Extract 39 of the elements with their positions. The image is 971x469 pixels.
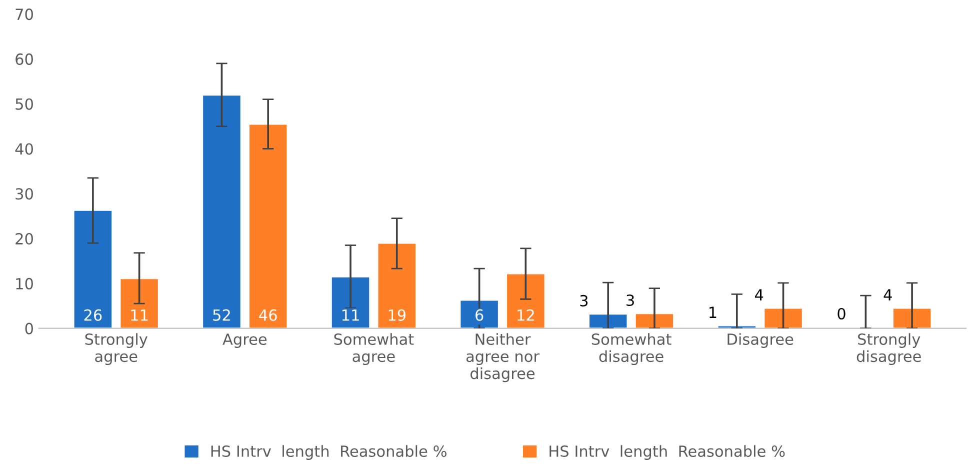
bar bbox=[763, 307, 804, 328]
data-label: 19 bbox=[388, 309, 406, 321]
bar bbox=[588, 313, 628, 328]
data-label: 46 bbox=[259, 309, 277, 321]
x-tick-label: Somewhat agree bbox=[334, 333, 414, 366]
data-label: 6 bbox=[476, 309, 484, 321]
data-label: 4 bbox=[884, 289, 892, 300]
x-tick-label: Strongly agree bbox=[85, 333, 148, 366]
data-label: 0 bbox=[838, 308, 846, 320]
x-tick-label: Neither agree nor disagree bbox=[466, 333, 540, 382]
bar bbox=[634, 312, 674, 328]
bar bbox=[72, 210, 113, 328]
y-tick-label: 40 bbox=[15, 143, 33, 155]
bar bbox=[202, 94, 242, 328]
y-tick-label: 0 bbox=[25, 322, 33, 334]
x-tick-label: Agree bbox=[222, 334, 267, 348]
legend-label: HS Intrv length Reasonable % bbox=[550, 445, 785, 460]
x-tick-label: Somewhat disagree bbox=[592, 333, 672, 366]
data-label: 11 bbox=[131, 309, 148, 321]
bar bbox=[892, 307, 932, 328]
legend-label: HS Intrv length Reasonable % bbox=[211, 445, 446, 460]
data-label: 11 bbox=[342, 309, 359, 321]
y-tick-label: 70 bbox=[16, 8, 33, 20]
data-label: 12 bbox=[518, 309, 534, 321]
data-label: 52 bbox=[213, 309, 230, 321]
data-label: 3 bbox=[580, 294, 588, 306]
data-label: 3 bbox=[626, 294, 634, 306]
y-tick-label: 50 bbox=[16, 98, 33, 110]
y-tick-label: 10 bbox=[16, 278, 33, 290]
data-label: 1 bbox=[710, 306, 716, 318]
x-tick-label: Strongly disagree bbox=[856, 333, 921, 366]
x-tick-label: Disagree bbox=[728, 333, 794, 348]
bar bbox=[248, 123, 288, 328]
y-tick-label: 60 bbox=[16, 53, 33, 65]
bar bbox=[376, 242, 417, 328]
data-label: 26 bbox=[84, 309, 102, 321]
y-tick-label: 30 bbox=[16, 188, 33, 200]
data-label: 4 bbox=[754, 289, 764, 300]
y-tick-label: 20 bbox=[16, 232, 33, 245]
